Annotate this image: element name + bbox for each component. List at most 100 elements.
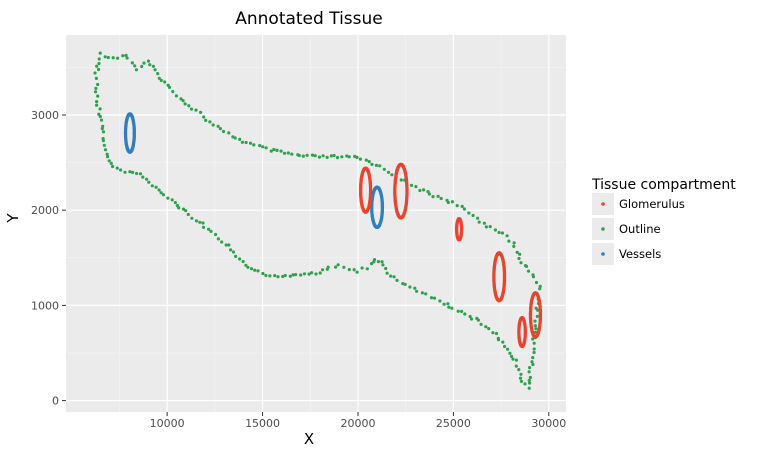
outline-point	[392, 275, 396, 279]
outline-point	[534, 280, 539, 285]
outline-point	[460, 309, 464, 313]
outline-point	[450, 200, 454, 204]
outline-point	[325, 267, 329, 271]
outline-point	[360, 266, 364, 270]
data-points	[93, 51, 543, 390]
outline-point	[183, 102, 187, 106]
outline-point	[439, 196, 443, 201]
outline-point	[111, 56, 115, 60]
outline-point	[194, 219, 199, 223]
outline-point	[291, 273, 295, 277]
outline-point	[147, 180, 151, 184]
outline-point	[157, 188, 161, 192]
outline-point	[227, 131, 231, 135]
x-tick-label: 15000	[245, 417, 280, 430]
outline-point	[105, 152, 109, 156]
outline-point	[514, 358, 519, 362]
outline-point	[246, 265, 250, 269]
outline-point	[269, 149, 273, 153]
outline-point	[161, 193, 165, 197]
outline-point	[523, 382, 527, 386]
outline-point	[99, 118, 104, 122]
outline-point	[101, 130, 106, 134]
outline-point	[290, 152, 294, 156]
outline-point	[487, 327, 491, 331]
outline-point	[94, 86, 98, 90]
x-tick-label: 20000	[340, 417, 375, 430]
legend-entry-glomerulus: Glomerulus	[592, 193, 685, 215]
y-tick-label: 3000	[31, 109, 59, 122]
outline-point	[532, 341, 536, 345]
outline-point	[384, 266, 388, 271]
outline-point	[469, 317, 474, 321]
outline-point	[224, 243, 228, 247]
outline-point	[190, 216, 194, 220]
outline-point	[493, 228, 497, 232]
outline-point	[146, 59, 151, 63]
outline-point	[249, 267, 254, 271]
outline-point	[240, 140, 244, 144]
outline-point	[519, 372, 523, 376]
outline-point	[422, 188, 426, 192]
plot-panel	[66, 35, 566, 412]
outline-point	[347, 155, 351, 159]
outline-point	[238, 257, 242, 261]
outline-point	[389, 274, 393, 278]
outline-point	[241, 259, 245, 264]
outline-point	[431, 195, 435, 199]
outline-point	[264, 146, 268, 150]
outline-point	[463, 312, 467, 316]
outline-point	[301, 154, 305, 158]
outline-point	[532, 350, 536, 355]
outline-point	[138, 172, 143, 176]
outline-point	[97, 57, 101, 61]
outline-point	[335, 156, 340, 160]
outline-point	[135, 171, 139, 176]
outline-point	[201, 221, 205, 225]
outline-point	[358, 157, 362, 161]
outline-point	[119, 168, 123, 172]
outline-point	[186, 212, 190, 217]
outline-point	[93, 90, 98, 94]
outline-point	[500, 231, 504, 235]
outline-point	[352, 268, 356, 272]
outline-point	[514, 364, 518, 368]
outline-point	[170, 198, 174, 202]
outline-point	[141, 175, 145, 179]
outline-point	[517, 368, 521, 372]
outline-point	[201, 225, 206, 229]
outline-point	[533, 319, 537, 323]
outline-point	[533, 330, 538, 334]
outline-point	[133, 64, 137, 68]
outline-point	[484, 325, 488, 329]
outline-point	[142, 61, 146, 65]
outline-point	[409, 183, 414, 187]
outline-point	[121, 54, 125, 58]
outline-point	[347, 268, 351, 272]
outline-point	[468, 314, 472, 319]
outline-point	[528, 366, 532, 370]
outline-point	[140, 64, 144, 69]
outline-point	[342, 265, 346, 269]
y-tick-label: 0	[52, 395, 59, 408]
x-tick-label: 30000	[531, 417, 566, 430]
outline-point	[216, 237, 220, 241]
outline-point	[509, 354, 514, 358]
outline-point	[244, 263, 248, 267]
outline-point	[512, 241, 516, 245]
outline-point	[532, 347, 536, 351]
outline-point	[264, 273, 268, 278]
outline-point	[95, 100, 99, 104]
outline-point	[231, 250, 236, 254]
outline-point	[101, 124, 105, 128]
outline-point	[429, 296, 434, 300]
outline-point	[365, 267, 369, 271]
outline-point	[156, 72, 160, 76]
outline-point	[530, 360, 534, 364]
legend-entry-vessels: Vessels	[592, 243, 661, 265]
outline-point	[334, 265, 338, 269]
outline-point	[376, 260, 380, 264]
outline-point	[531, 362, 535, 367]
outline-point	[297, 153, 301, 158]
legend-label: Vessels	[619, 247, 661, 261]
